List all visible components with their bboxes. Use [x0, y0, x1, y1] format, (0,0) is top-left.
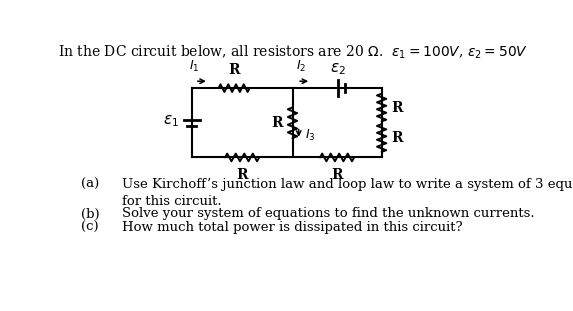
Text: $\varepsilon_2$: $\varepsilon_2$	[329, 61, 346, 77]
Text: R: R	[392, 131, 403, 145]
Text: How much total power is dissipated in this circuit?: How much total power is dissipated in th…	[122, 221, 462, 234]
Text: (a): (a)	[81, 178, 99, 191]
Text: R: R	[228, 63, 240, 77]
Text: In the DC circuit below, all resistors are 20 $\Omega$.  $\varepsilon_1 = 100V$,: In the DC circuit below, all resistors a…	[58, 44, 528, 61]
Text: R: R	[271, 116, 282, 130]
Text: $I_2$: $I_2$	[296, 59, 306, 74]
Text: R: R	[392, 100, 403, 114]
Text: R: R	[331, 168, 343, 182]
Text: Use Kirchoff’s junction law and loop law to write a system of 3 equations
for th: Use Kirchoff’s junction law and loop law…	[122, 178, 573, 208]
Text: $\varepsilon_1$: $\varepsilon_1$	[163, 114, 179, 129]
Text: (b): (b)	[81, 207, 100, 220]
Text: $I_1$: $I_1$	[189, 59, 199, 74]
Text: R: R	[237, 168, 248, 182]
Text: Solve your system of equations to find the unknown currents.: Solve your system of equations to find t…	[122, 207, 535, 220]
Text: (c): (c)	[81, 221, 99, 234]
Text: $I_3$: $I_3$	[305, 128, 316, 143]
